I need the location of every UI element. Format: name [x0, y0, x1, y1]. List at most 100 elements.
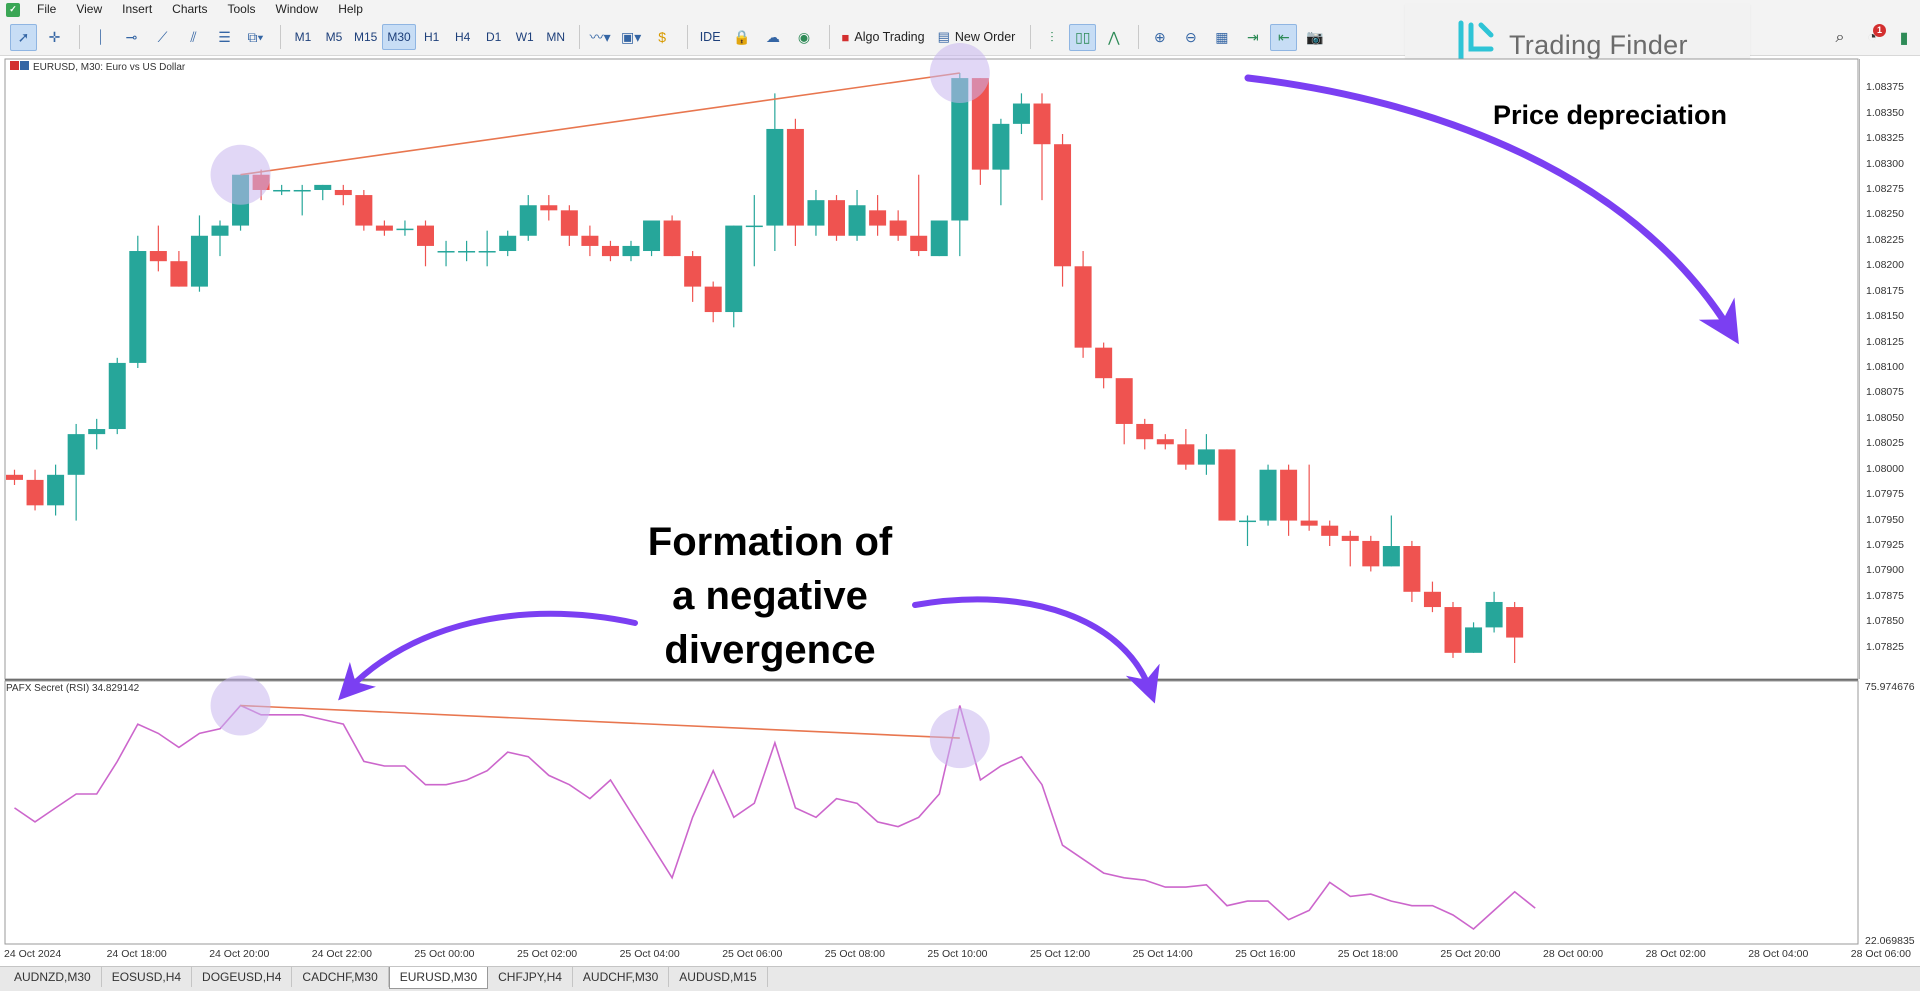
candle-body[interactable]	[67, 434, 85, 475]
chart-tab[interactable]: AUDNZD,M30	[4, 967, 102, 987]
candle-body[interactable]	[1115, 378, 1133, 424]
candle-body[interactable]	[540, 205, 558, 211]
candle-body[interactable]	[684, 256, 702, 287]
rsi-divergence-trendline[interactable]	[240, 704, 960, 739]
shapes-icon[interactable]: ⧉▾	[247, 28, 264, 45]
fibonacci-icon[interactable]: ☰	[218, 28, 231, 45]
candle-body[interactable]	[170, 261, 188, 287]
candle-body[interactable]	[499, 235, 517, 252]
trendline-icon[interactable]: ⟋	[157, 28, 168, 45]
timeframe-h4[interactable]: H4	[455, 30, 471, 44]
candle-body[interactable]	[1300, 520, 1318, 526]
candle-body[interactable]	[1382, 546, 1400, 567]
crosshair-icon[interactable]: ✛	[48, 28, 61, 45]
chart-tab[interactable]: AUDCHF,M30	[573, 967, 670, 987]
candle-body[interactable]	[1362, 540, 1380, 567]
timeframe-m15[interactable]: M15	[354, 30, 378, 44]
candle-body[interactable]	[211, 225, 229, 236]
candle-body[interactable]	[622, 245, 640, 257]
timeframe-h1[interactable]: H1	[424, 30, 440, 44]
candle-body[interactable]	[828, 200, 845, 236]
timeframe-m30[interactable]: M30	[382, 24, 416, 50]
candle-body[interactable]	[807, 200, 825, 226]
candle-body[interactable]	[375, 225, 393, 231]
vertical-line-icon[interactable]: ⏐	[96, 28, 105, 45]
candle-body[interactable]	[1156, 439, 1174, 445]
search-icon[interactable]: ⌕	[1835, 28, 1845, 46]
chart-tab[interactable]: CHFJPY,H4	[488, 967, 573, 987]
candle-body[interactable]	[437, 251, 455, 253]
candle-body[interactable]	[108, 362, 126, 430]
menu-charts[interactable]: Charts	[172, 2, 208, 16]
candle-body[interactable]	[1506, 607, 1524, 638]
candle-body[interactable]	[26, 479, 44, 506]
signals-icon[interactable]: ◉	[797, 28, 811, 45]
candle-body[interactable]	[643, 220, 661, 252]
chart-tab[interactable]: EOSUSD,H4	[102, 967, 193, 987]
candle-body[interactable]	[478, 251, 496, 253]
autoscroll-icon[interactable]: ⇥	[1246, 28, 1259, 45]
menu-help[interactable]: Help	[338, 2, 363, 16]
candle-body[interactable]	[1033, 103, 1051, 145]
new-order-button[interactable]: ▤ New Order	[933, 24, 1021, 51]
horizontal-line-icon[interactable]: ⊸	[125, 28, 138, 45]
timeframe-m5[interactable]: M5	[325, 30, 343, 44]
candle-body[interactable]	[355, 195, 373, 226]
candle-body[interactable]	[1239, 520, 1256, 523]
candle-body[interactable]	[1465, 627, 1483, 653]
timeframe-m1[interactable]: M1	[294, 30, 312, 44]
candle-body[interactable]	[47, 474, 65, 506]
chart-canvas[interactable]	[0, 0, 1920, 966]
zoom-in-icon[interactable]: ⊕	[1153, 28, 1166, 45]
candlestick-icon[interactable]: ▯▯	[1069, 23, 1097, 51]
menu-tools[interactable]: Tools	[227, 2, 256, 16]
candle-body[interactable]	[786, 128, 804, 226]
candle-body[interactable]	[601, 245, 619, 257]
notifications-icon[interactable]: ◔ 1	[1856, 23, 1888, 53]
chart-tab[interactable]: AUDUSD,M15	[669, 967, 768, 987]
candle-body[interactable]	[1197, 449, 1215, 465]
candle-body[interactable]	[149, 251, 167, 262]
candle-body[interactable]	[1444, 607, 1462, 653]
candle-body[interactable]	[745, 225, 763, 228]
chart-shift-icon[interactable]: ⇤	[1270, 23, 1298, 51]
timeframe-mn[interactable]: MN	[546, 30, 566, 44]
candle-body[interactable]	[581, 235, 599, 246]
menu-insert[interactable]: Insert	[122, 2, 153, 16]
candle-body[interactable]	[725, 225, 743, 313]
candle-body[interactable]	[1136, 423, 1154, 440]
templates-icon[interactable]: ▣▾	[621, 28, 642, 45]
candle-body[interactable]	[992, 123, 1010, 170]
candle-body[interactable]	[704, 286, 722, 313]
candle-body[interactable]	[1403, 546, 1421, 592]
candle-body[interactable]	[889, 220, 907, 236]
candle-body[interactable]	[1054, 144, 1072, 267]
lock-icon[interactable]: 🔒	[733, 28, 751, 45]
chart-tab[interactable]: EURUSD,M30	[388, 967, 489, 989]
chart-type-icon[interactable]: 〰▾	[589, 29, 611, 45]
price-divergence-trendline[interactable]	[240, 72, 960, 176]
candle-body[interactable]	[458, 251, 476, 253]
chart-tab[interactable]: DOGEUSD,H4	[192, 967, 293, 987]
candle-body[interactable]	[129, 251, 147, 363]
candle-body[interactable]	[1321, 525, 1339, 536]
candle-body[interactable]	[971, 78, 989, 170]
candle-body[interactable]	[663, 220, 681, 257]
candle-body[interactable]	[190, 235, 208, 287]
candle-body[interactable]	[88, 429, 106, 435]
candle-body[interactable]	[910, 235, 928, 252]
signal-strength-icon[interactable]: ▮	[1899, 29, 1909, 47]
cloud-icon[interactable]: ☁	[766, 28, 781, 45]
screenshot-icon[interactable]: 📷	[1306, 28, 1324, 45]
candle-body[interactable]	[1259, 469, 1277, 521]
candle-body[interactable]	[1423, 591, 1441, 608]
candle-body[interactable]	[1341, 535, 1359, 541]
candle-body[interactable]	[1095, 347, 1113, 379]
candle-body[interactable]	[1074, 266, 1092, 348]
candle-body[interactable]	[560, 210, 578, 236]
candle-body[interactable]	[1012, 103, 1030, 124]
candle-body[interactable]	[417, 225, 434, 246]
price-axis[interactable]: 1.08375 1.08350 1.08325 1.08300 1.08275 1.082…	[1859, 59, 1920, 679]
grid-icon[interactable]: ▦	[1215, 28, 1229, 45]
candle-body[interactable]	[519, 205, 537, 236]
